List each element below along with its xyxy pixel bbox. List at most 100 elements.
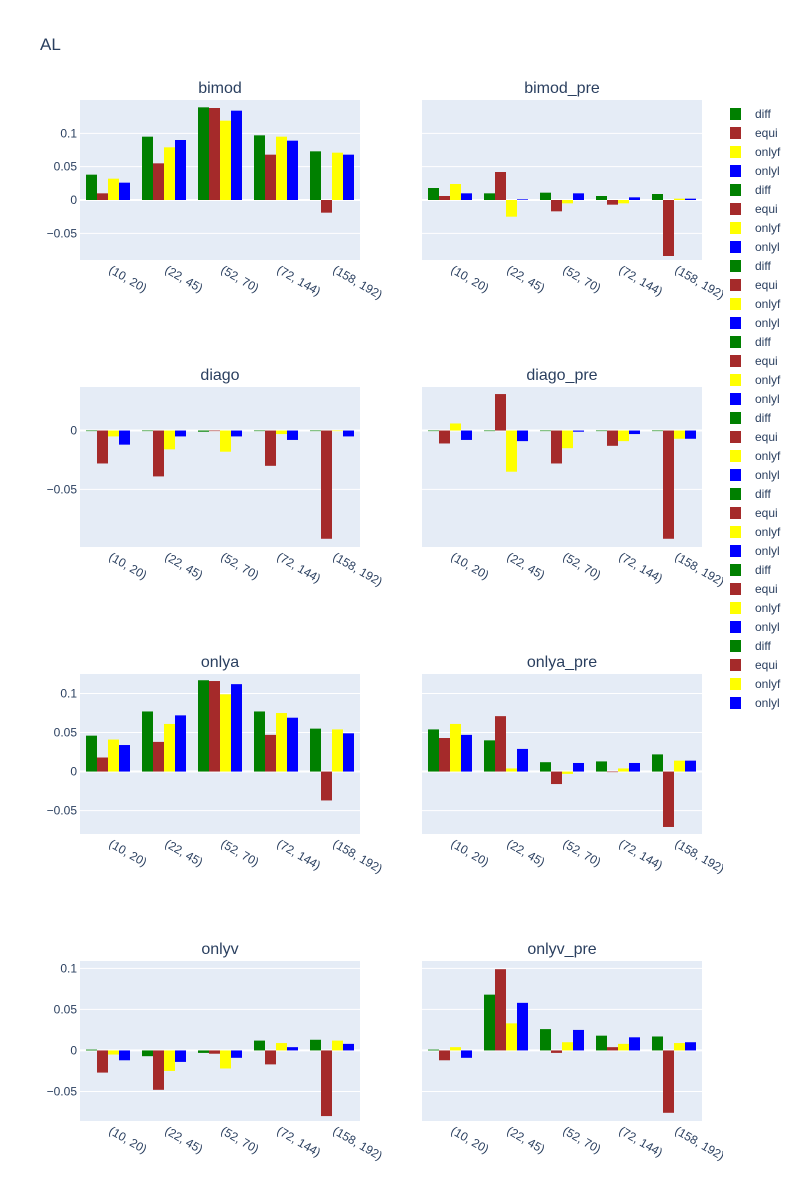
bar-onlyf [674, 430, 685, 439]
legend-swatch [730, 203, 741, 215]
legend-item-equi[interactable]: equi [730, 202, 778, 216]
y-tick-label: 0.1 [60, 961, 77, 975]
legend-item-equi[interactable]: equi [730, 278, 778, 292]
bar-onlyf [506, 430, 517, 472]
bar-diff [596, 196, 607, 200]
legend-item-onlyl[interactable]: onlyl [730, 392, 780, 406]
x-tick-label: (52, 70) [561, 836, 604, 869]
legend-item-onlyl[interactable]: onlyl [730, 544, 780, 558]
legend-swatch [730, 165, 741, 177]
y-tick-label: 0.1 [60, 126, 77, 140]
legend-item-equi[interactable]: equi [730, 582, 778, 596]
plot-background [422, 100, 702, 260]
y-tick-label: −0.05 [47, 482, 78, 496]
bar-onlyf [562, 430, 573, 449]
bar-onlyf [332, 1040, 343, 1051]
bar-equi [439, 196, 450, 200]
legend-item-onlyl[interactable]: onlyl [730, 468, 780, 482]
legend-item-onlyf[interactable]: onlyf [730, 677, 781, 691]
legend-label: diff [755, 107, 771, 121]
subplot-title: onlyv [201, 941, 238, 958]
x-tick-label: (22, 45) [163, 836, 206, 869]
bar-onlyl [343, 733, 354, 772]
legend-item-onlyf[interactable]: onlyf [730, 525, 781, 539]
legend-item-onlyl[interactable]: onlyl [730, 696, 780, 710]
bar-diff [142, 711, 153, 772]
legend-item-diff[interactable]: diff [730, 639, 771, 653]
bar-diff [652, 754, 663, 772]
bar-onlyf [450, 723, 461, 772]
bar-equi [551, 430, 562, 464]
legend-label: onlyf [755, 221, 781, 235]
legend-swatch [730, 640, 741, 652]
bar-equi [153, 430, 164, 477]
legend-item-onlyf[interactable]: onlyf [730, 145, 781, 159]
legend-item-diff[interactable]: diff [730, 411, 771, 425]
legend-item-equi[interactable]: equi [730, 506, 778, 520]
legend-label: equi [755, 278, 778, 292]
bar-diff [86, 1049, 97, 1051]
x-tick-label: (52, 70) [561, 1123, 604, 1156]
x-tick-label: (158, 192) [673, 549, 727, 588]
legend-item-onlyf[interactable]: onlyf [730, 297, 781, 311]
bar-equi [439, 1050, 450, 1061]
bar-diff [198, 430, 209, 432]
legend-label: onlyl [755, 544, 780, 558]
legend-item-onlyl[interactable]: onlyl [730, 240, 780, 254]
legend-label: onlyl [755, 468, 780, 482]
x-tick-label: (10, 20) [449, 262, 492, 295]
x-tick-label: (158, 192) [673, 1123, 727, 1162]
bar-onlyl [231, 684, 242, 772]
legend-item-diff[interactable]: diff [730, 107, 771, 121]
bar-diff [428, 729, 439, 772]
bar-onlyl [517, 199, 528, 200]
bar-diff [310, 151, 321, 200]
legend-item-equi[interactable]: equi [730, 354, 778, 368]
x-tick-label: (22, 45) [505, 836, 548, 869]
bar-diff [484, 430, 495, 432]
legend-swatch [730, 355, 741, 367]
legend-item-onlyl[interactable]: onlyl [730, 164, 780, 178]
legend-item-diff[interactable]: diff [730, 183, 771, 197]
legend-item-equi[interactable]: equi [730, 126, 778, 140]
legend-item-onlyf[interactable]: onlyf [730, 601, 781, 615]
x-tick-label: (10, 20) [107, 262, 150, 295]
legend-item-diff[interactable]: diff [730, 563, 771, 577]
legend-swatch [730, 602, 741, 614]
bar-onlyl [287, 140, 298, 200]
bar-diff [86, 430, 97, 432]
bar-onlyf [618, 430, 629, 442]
legend-item-diff[interactable]: diff [730, 335, 771, 349]
y-tick-label: 0.1 [60, 687, 77, 701]
x-tick-label: (10, 20) [449, 1123, 492, 1156]
subplot-title: bimod [198, 80, 242, 97]
legend[interactable]: diff equi onlyf onlyl diff equi onlyf onlyl diff… [730, 107, 781, 710]
legend-item-onlyf[interactable]: onlyf [730, 373, 781, 387]
x-tick-label: (72, 144) [275, 836, 324, 872]
subplot-onlyv-pre: (10, 20) (22, 45) (52, 70) (72, 144) (158, 1… [422, 941, 727, 1163]
bar-diff [142, 1050, 153, 1057]
bar-diff [596, 761, 607, 772]
x-tick-label: (72, 144) [617, 836, 666, 872]
legend-label: onlyf [755, 525, 781, 539]
subplot-bimod: 0.1 0.05 0 −0.05 (10, 20) (22, 45) (52, 70) (72… [47, 80, 385, 302]
legend-item-onlyf[interactable]: onlyf [730, 449, 781, 463]
legend-item-diff[interactable]: diff [730, 259, 771, 273]
legend-item-equi[interactable]: equi [730, 658, 778, 672]
legend-item-onlyf[interactable]: onlyf [730, 221, 781, 235]
x-tick-label: (22, 45) [163, 1123, 206, 1156]
legend-item-onlyl[interactable]: onlyl [730, 316, 780, 330]
legend-item-onlyl[interactable]: onlyl [730, 620, 780, 634]
bar-equi [663, 430, 674, 539]
subplot-title: bimod_pre [524, 80, 600, 97]
bar-onlyf [506, 768, 517, 772]
legend-label: onlyl [755, 696, 780, 710]
bar-onlyf [108, 430, 119, 437]
bar-onlyf [332, 430, 343, 432]
subplot-title: diago [200, 367, 239, 384]
legend-label: diff [755, 411, 771, 425]
legend-item-diff[interactable]: diff [730, 487, 771, 501]
bar-diff [198, 1050, 209, 1053]
subplot-diago: 0 −0.05 (10, 20) (22, 45) (52, 70) (72, 144)(… [47, 367, 385, 589]
legend-item-equi[interactable]: equi [730, 430, 778, 444]
